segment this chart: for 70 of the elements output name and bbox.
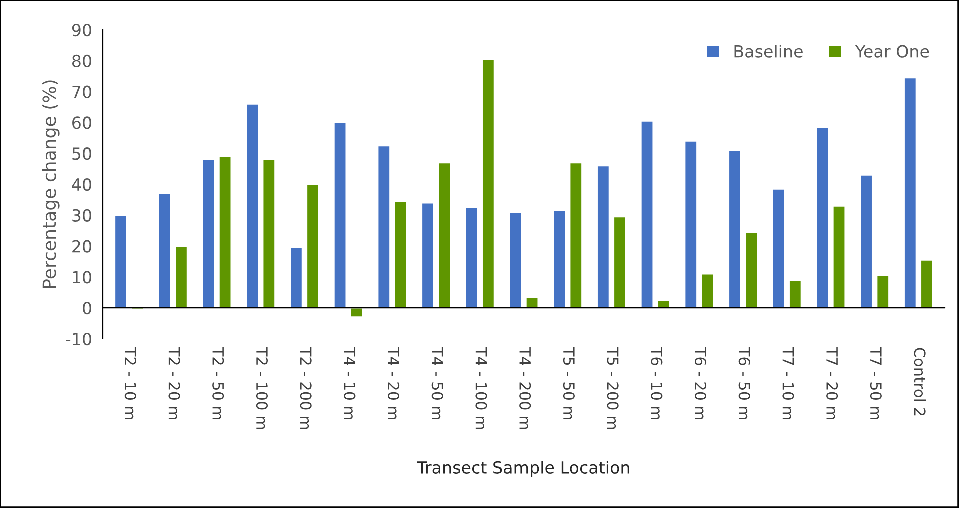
- bar: [174, 246, 188, 309]
- bar: [465, 206, 479, 309]
- bar: [772, 188, 786, 309]
- bar: [202, 159, 216, 309]
- y-axis-title: Percentage change (%): [42, 80, 60, 288]
- bar: [816, 126, 830, 309]
- bar: [482, 58, 496, 309]
- bar: [438, 162, 452, 309]
- y-tick-label: 70: [72, 86, 92, 98]
- x-tick-label: T5 - 200 m: [607, 347, 619, 430]
- x-tick-label: T4 - 20 m: [388, 347, 400, 420]
- bar: [421, 202, 435, 309]
- x-tick-label: T2 - 50 m: [212, 347, 224, 420]
- x-tick-label: T2 - 20 m: [168, 347, 180, 420]
- bar: [788, 280, 802, 309]
- bar: [333, 122, 348, 309]
- y-tick-label: 50: [72, 148, 92, 160]
- x-tick-label: T4 - 50 m: [432, 347, 444, 420]
- x-tick-label: Control 2: [914, 348, 926, 416]
- y-tick-label: 60: [72, 116, 92, 130]
- x-tick-label: T7 - 20 m: [826, 347, 838, 420]
- bar: [290, 247, 304, 309]
- bar: [552, 210, 566, 309]
- legend-label: Baseline: [734, 45, 803, 58]
- bar: [657, 300, 671, 309]
- bar: [262, 159, 276, 309]
- x-tick-label: T2 - 200 m: [300, 347, 312, 430]
- x-tick-label: T7 - 10 m: [782, 347, 794, 420]
- bar: [728, 150, 742, 309]
- bar: [860, 174, 874, 309]
- y-tick-label: 0: [83, 302, 92, 315]
- x-tick-label: T6 - 50 m: [738, 347, 750, 420]
- x-tick-label: T2 - 10 m: [124, 347, 136, 420]
- bar: [876, 274, 890, 309]
- x-tick-label: T4 - 100 m: [476, 347, 488, 430]
- bar: [525, 296, 540, 309]
- bar: [218, 156, 232, 309]
- x-tick-label: T6 - 20 m: [694, 347, 707, 420]
- bar: [569, 162, 583, 309]
- y-tick-label: 20: [72, 240, 92, 253]
- x-tick-label: T2 - 100 m: [256, 347, 268, 430]
- y-tick-label: 10: [73, 271, 92, 284]
- x-tick-label: T5 - 50 m: [563, 347, 575, 420]
- bar: [832, 205, 846, 309]
- y-tick-label: 80: [72, 54, 92, 68]
- bar: [640, 120, 654, 309]
- bar: [700, 273, 715, 309]
- bar: [306, 184, 320, 309]
- bar: [158, 193, 172, 309]
- x-tick-label: T4 - 200 m: [520, 347, 532, 430]
- bar: [114, 214, 128, 309]
- y-tick-label: 30: [72, 209, 92, 222]
- bar: [596, 165, 610, 309]
- y-tick-label: 40: [72, 178, 92, 192]
- bar: [613, 216, 627, 309]
- bar: [394, 200, 408, 309]
- bar: [744, 232, 758, 309]
- x-tick-label: T4 - 10 m: [344, 347, 356, 420]
- bar: [920, 260, 934, 309]
- x-tick-label: T6 - 10 m: [651, 347, 663, 420]
- bar: [508, 212, 523, 309]
- bar: [904, 77, 918, 309]
- x-axis-title: Transect Sample Location: [417, 461, 630, 478]
- bar: [246, 103, 260, 309]
- bar: [684, 140, 698, 309]
- bar: [377, 145, 391, 309]
- y-tick-label: 90: [72, 24, 92, 37]
- legend-label: Year One: [855, 45, 930, 58]
- y-tick-label: -10: [66, 332, 92, 346]
- x-tick-label: T7 - 50 m: [870, 347, 882, 420]
